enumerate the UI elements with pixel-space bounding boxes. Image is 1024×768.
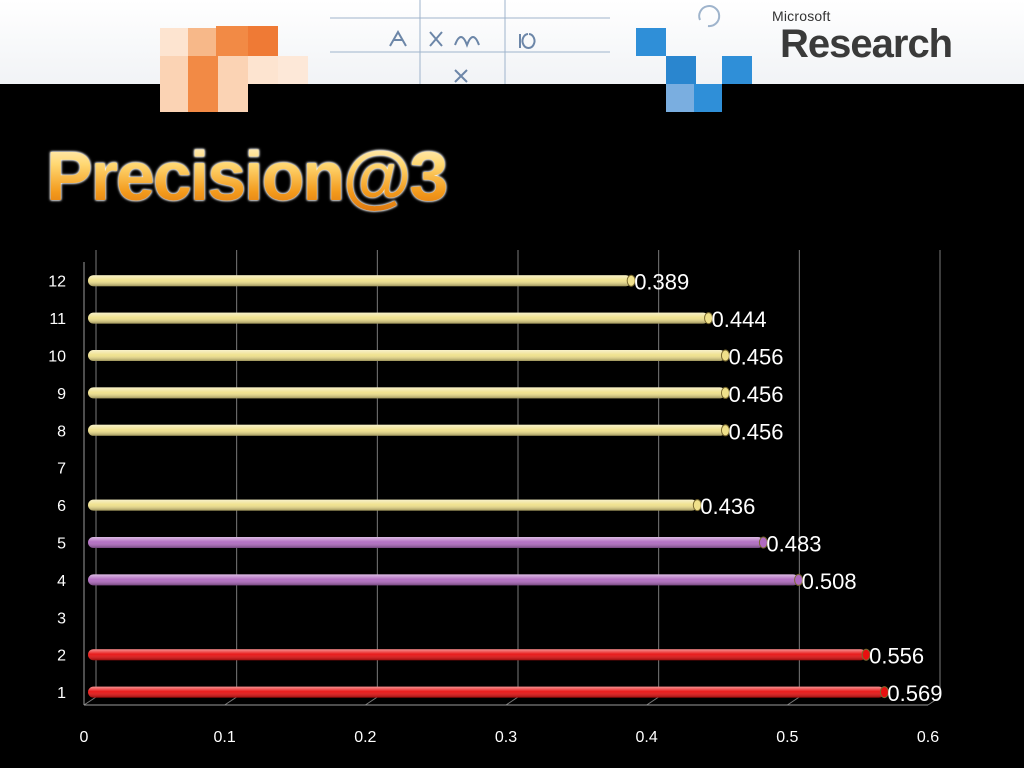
data-label-8: 0.456 <box>728 419 783 444</box>
bar-end-cap-5 <box>758 536 768 549</box>
gridline-floor-4 <box>646 696 659 706</box>
data-label-4: 0.508 <box>802 569 857 594</box>
bar-2 <box>88 648 871 661</box>
bar-shade-5 <box>88 537 764 548</box>
x-tick-label-3: 0.3 <box>495 729 517 746</box>
bar-shade-9 <box>88 387 726 399</box>
data-label-9: 0.456 <box>728 382 783 407</box>
bar-end-cap-1 <box>879 686 889 699</box>
y-tick-label-6: 6 <box>57 498 66 515</box>
bar-end-cap-9 <box>720 386 730 399</box>
y-tick-label-9: 9 <box>57 386 66 403</box>
bar-1 <box>88 686 889 699</box>
x-tick-label-5: 0.5 <box>776 729 798 746</box>
x-tick-label-1: 0.1 <box>214 729 236 746</box>
bar-12 <box>88 274 636 287</box>
y-tick-label-12: 12 <box>48 274 66 291</box>
gridline-floor-0 <box>83 696 97 706</box>
x-tick-label-0: 0 <box>80 729 89 746</box>
bar-end-cap-12 <box>626 274 636 287</box>
x-tick-label-6: 0.6 <box>917 729 939 746</box>
bar-shade-12 <box>88 275 632 287</box>
y-tick-label-10: 10 <box>48 349 66 366</box>
data-label-6: 0.436 <box>700 494 755 519</box>
whiteboard-notes-image <box>160 0 752 84</box>
y-tick-label-11: 11 <box>49 311 66 328</box>
bar-6 <box>88 499 702 512</box>
y-tick-label-5: 5 <box>57 536 66 553</box>
y-tick-label-7: 7 <box>57 461 66 478</box>
bar-end-cap-10 <box>720 349 730 362</box>
bar-shade-6 <box>88 499 698 511</box>
bar-shade-1 <box>88 686 885 698</box>
x-tick-label-4: 0.4 <box>636 729 658 746</box>
gridline-floor-6 <box>927 696 941 706</box>
bar-8 <box>88 424 730 437</box>
y-tick-label-3: 3 <box>57 610 66 627</box>
research-logo-text: Research <box>780 22 953 66</box>
bar-end-cap-2 <box>861 648 871 661</box>
gridline-floor-3 <box>505 696 519 706</box>
data-label-11: 0.444 <box>712 307 767 332</box>
bar-shade-2 <box>88 649 867 661</box>
bar-shade-4 <box>88 574 799 586</box>
bar-end-cap-11 <box>704 312 714 325</box>
y-tick-label-1: 1 <box>57 685 66 702</box>
y-tick-label-8: 8 <box>57 423 66 440</box>
gridline-floor-5 <box>787 696 800 706</box>
bar-end-cap-6 <box>692 499 702 512</box>
data-label-10: 0.456 <box>728 345 783 370</box>
gridline-floor-1 <box>224 696 237 706</box>
bar-shade-10 <box>88 350 726 361</box>
bar-shade-11 <box>88 312 709 324</box>
bar-11 <box>88 312 714 325</box>
bar-shade-8 <box>88 424 726 436</box>
bar-10 <box>88 349 730 362</box>
data-label-5: 0.483 <box>766 532 821 557</box>
header-banner: Microsoft Research <box>0 0 1024 84</box>
data-label-12: 0.389 <box>634 270 689 295</box>
bar-5 <box>88 536 768 549</box>
data-label-1: 0.569 <box>887 681 942 706</box>
bar-end-cap-4 <box>794 573 804 586</box>
bar-end-cap-8 <box>720 424 730 437</box>
page-title: Precision@3 <box>46 137 448 215</box>
y-tick-label-4: 4 <box>57 573 66 590</box>
y-tick-label-2: 2 <box>57 648 66 665</box>
microsoft-logo-text: Microsoft <box>772 8 831 24</box>
data-label-2: 0.556 <box>869 644 924 669</box>
bar-9 <box>88 386 730 399</box>
gridline-floor-2 <box>365 696 378 706</box>
bar-4 <box>88 573 804 586</box>
x-tick-label-2: 0.2 <box>354 729 376 746</box>
banner-squares-lower <box>160 84 722 112</box>
